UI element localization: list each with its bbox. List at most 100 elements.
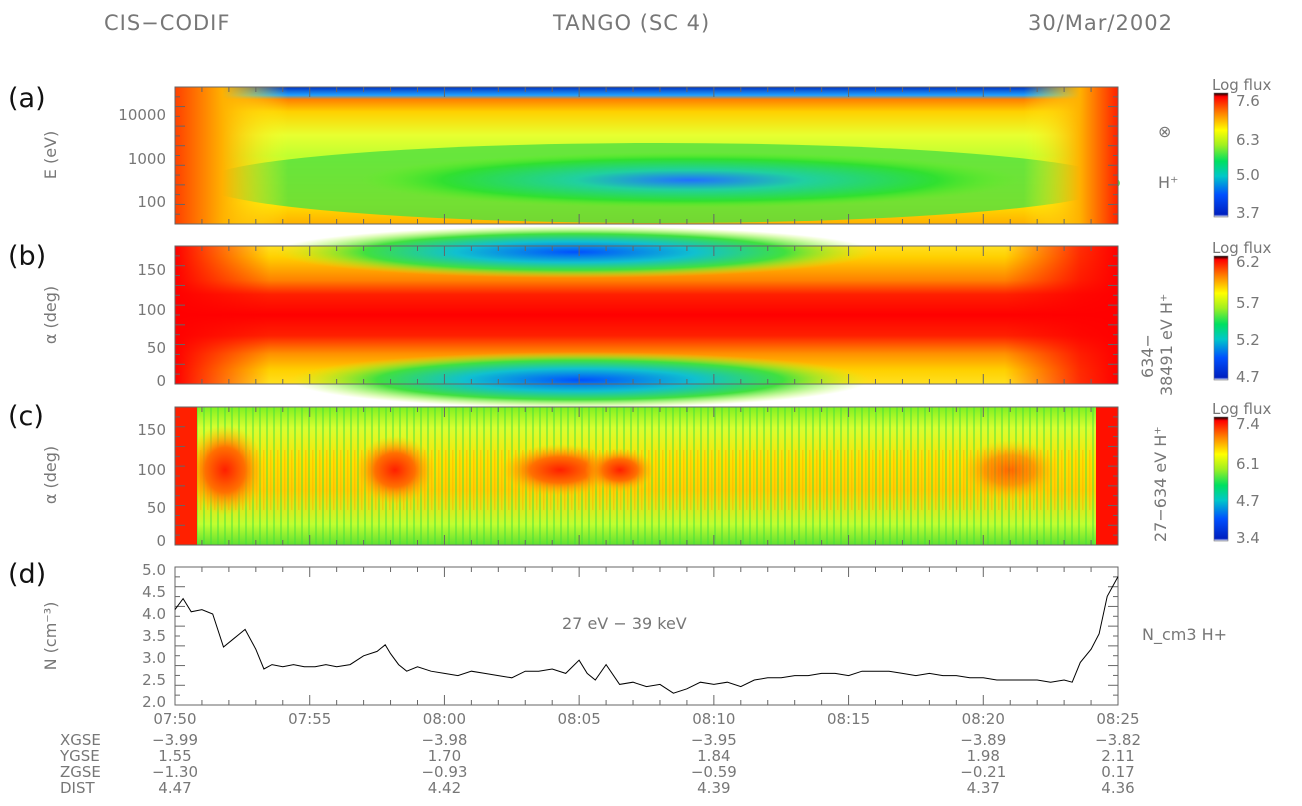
panel-a-ytick-1000: 1000 bbox=[128, 150, 166, 168]
ephemeris-value: 4.39 bbox=[697, 779, 730, 797]
panel-c-ytick-50: 50 bbox=[147, 499, 166, 517]
panel-c-side-label: 27−634 eV H⁺ bbox=[1151, 426, 1170, 542]
ephemeris-value: −0.21 bbox=[960, 763, 1006, 781]
panel-d-ytick-labels: 2.0 2.5 3.0 3.5 4.0 4.5 5.0 bbox=[142, 561, 166, 711]
date-title: 30/Mar/2002 bbox=[1028, 11, 1173, 35]
panel-d-ytick-label: 2.0 bbox=[142, 693, 166, 711]
ephemeris-value: −3.82 bbox=[1095, 731, 1141, 749]
panel-b-cb-tick-4: 4.7 bbox=[1236, 368, 1260, 386]
panel-a-ylabel: E (eV) bbox=[41, 131, 60, 179]
panel-c-hotspot-3 bbox=[585, 448, 655, 492]
panel-a-species: H⁺ bbox=[1158, 173, 1178, 192]
time-label: 08:25 bbox=[1096, 710, 1139, 728]
ephemeris-value: 4.37 bbox=[967, 779, 1000, 797]
panel-a-edges bbox=[175, 87, 1118, 224]
ephemeris-value: −1.30 bbox=[152, 763, 198, 781]
ephemeris-value: 4.47 bbox=[158, 779, 191, 797]
time-label: 08:00 bbox=[423, 710, 466, 728]
panel-c-ticks bbox=[174, 406, 1119, 546]
panel-b-ytick-150: 150 bbox=[137, 261, 166, 279]
panel-b-cb-tick-2: 5.7 bbox=[1236, 294, 1260, 312]
panel-a-ytick-10000: 10000 bbox=[118, 106, 166, 124]
instrument-title: CIS−CODIF bbox=[104, 11, 230, 35]
panel-b-label: (b) bbox=[8, 241, 46, 272]
panel-c-ylabel: α (deg) bbox=[41, 446, 60, 504]
panel-b-cb-tick-3: 5.2 bbox=[1236, 331, 1260, 349]
panel-c-hotspot-left bbox=[185, 425, 265, 515]
ephemeris-row-name: DIST bbox=[60, 779, 95, 797]
ephemeris-value: 1.84 bbox=[697, 747, 730, 765]
panel-d-frame bbox=[174, 566, 1119, 706]
time-label: 08:10 bbox=[692, 710, 735, 728]
time-label: 08:20 bbox=[962, 710, 1005, 728]
panel-d-ytick-label: 5.0 bbox=[142, 561, 166, 579]
panel-c-cb-tick-3: 4.7 bbox=[1236, 492, 1260, 510]
panel-a-cb-tick-3: 5.0 bbox=[1236, 166, 1260, 184]
ephemeris-row-name: ZGSE bbox=[60, 763, 101, 781]
density-trace bbox=[174, 576, 1119, 694]
panel-d-ylabel: N (cm⁻³) bbox=[41, 602, 60, 671]
panel-c-colorbar-title: Log flux bbox=[1212, 400, 1272, 418]
panel-b: (b) 150 100 50 0 α (deg) 634− 38491 eV H… bbox=[8, 226, 1272, 408]
panel-c-hotspot-1 bbox=[355, 436, 435, 504]
panel-a-cb-tick-4: 3.7 bbox=[1236, 204, 1260, 222]
panel-c-right-edge bbox=[1096, 407, 1118, 545]
panel-a: (a) 10000 1000 100 E (eV) ⊗ H⁺ Log flux … bbox=[8, 76, 1272, 225]
time-label: 07:50 bbox=[153, 710, 196, 728]
ephemeris-value: 2.11 bbox=[1101, 747, 1134, 765]
panel-a-colorbar bbox=[1213, 92, 1229, 218]
panel-b-colorbar-title: Log flux bbox=[1212, 239, 1272, 257]
panel-c-cb-tick-4: 3.4 bbox=[1236, 529, 1260, 547]
panel-a-colorbar-title: Log flux bbox=[1212, 76, 1272, 94]
ephemeris-table: XGSE −3.99 −3.98 −3.95 −3.89 −3.82 YGSE 1.55 1.7… bbox=[59, 731, 1141, 797]
panel-c-ytick-150: 150 bbox=[137, 421, 166, 439]
time-label: 08:05 bbox=[558, 710, 601, 728]
ephemeris-value: 1.70 bbox=[428, 747, 461, 765]
panel-a-ytick-100: 100 bbox=[137, 193, 166, 211]
ephemeris-value: 1.98 bbox=[967, 747, 1000, 765]
panel-c-cb-tick-1: 7.4 bbox=[1236, 415, 1260, 433]
panel-c-ytick-0: 0 bbox=[156, 532, 166, 550]
panel-c-left-edge bbox=[175, 407, 197, 545]
panel-b-side-label-2: 38491 eV H⁺ bbox=[1157, 294, 1176, 396]
panel-a-ticks bbox=[174, 86, 1119, 225]
ephemeris-value: 4.36 bbox=[1101, 779, 1134, 797]
ephemeris-value: −0.59 bbox=[691, 763, 737, 781]
panel-b-ytick-100: 100 bbox=[137, 301, 166, 319]
ephemeris-row-name: XGSE bbox=[60, 731, 101, 749]
panel-a-cb-tick-1: 7.6 bbox=[1236, 92, 1260, 110]
panel-b-ytick-0: 0 bbox=[156, 372, 166, 390]
panel-d-ytick-label: 4.0 bbox=[142, 605, 166, 623]
panel-c-hotspot-2 bbox=[500, 444, 620, 496]
panel-b-side-label-1: 634− bbox=[1138, 334, 1157, 378]
ephemeris-value: −3.98 bbox=[421, 731, 467, 749]
time-label: 07:55 bbox=[288, 710, 331, 728]
panel-d-annotation: 27 eV − 39 keV bbox=[562, 614, 687, 633]
time-label: 08:15 bbox=[827, 710, 870, 728]
panel-a-symbol: ⊗ bbox=[1158, 122, 1171, 141]
panel-b-ytick-50: 50 bbox=[147, 339, 166, 357]
panel-d: (d) 2.0 2.5 3.0 3.5 4.0 4.5 5.0 N (cm⁻³) 27 eV… bbox=[8, 559, 1227, 711]
ephemeris-value: 4.42 bbox=[428, 779, 461, 797]
panel-b-colorbar bbox=[1213, 255, 1229, 381]
panel-d-ytick-label: 3.0 bbox=[142, 649, 166, 667]
panel-a-cb-tick-2: 6.3 bbox=[1236, 131, 1260, 149]
panel-c-hotspot-right bbox=[960, 440, 1060, 500]
panel-d-ytick-label: 2.5 bbox=[142, 671, 166, 689]
panel-d-label: (d) bbox=[8, 559, 46, 590]
ephemeris-value: 0.17 bbox=[1101, 763, 1134, 781]
panel-c-label: (c) bbox=[8, 401, 44, 432]
panel-b-ticks bbox=[174, 245, 1119, 385]
spacecraft-title: TANGO (SC 4) bbox=[552, 11, 710, 35]
panel-c: (c) 150 100 50 0 α (deg) 27−634 eV H⁺ Lo… bbox=[8, 400, 1272, 550]
panel-d-ticks bbox=[174, 566, 1119, 706]
ephemeris-value: 1.55 bbox=[158, 747, 191, 765]
panel-d-ytick-label: 3.5 bbox=[142, 627, 166, 645]
ephemeris-value: −3.95 bbox=[691, 731, 737, 749]
panel-b-edges bbox=[175, 246, 1118, 384]
panel-a-label: (a) bbox=[8, 83, 46, 114]
ephemeris-value: −0.93 bbox=[421, 763, 467, 781]
panel-c-ytick-100: 100 bbox=[137, 461, 166, 479]
panel-c-colorbar bbox=[1213, 416, 1229, 542]
